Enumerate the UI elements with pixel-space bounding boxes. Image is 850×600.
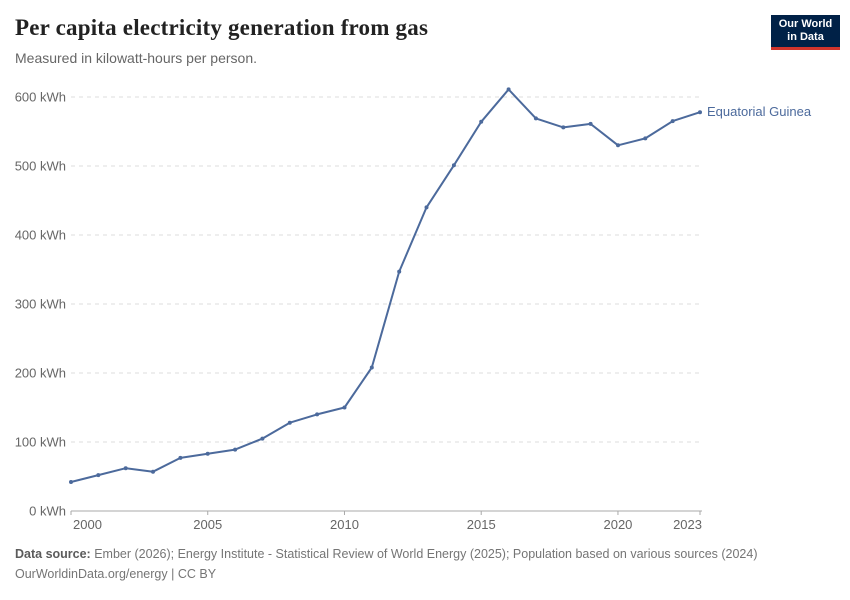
logo-line2: in Data (787, 31, 824, 43)
footer-link[interactable]: OurWorldinData.org/energy (15, 567, 168, 581)
x-tick-label-2020: 2020 (603, 517, 632, 532)
y-tick-label-200: 200 kWh (15, 366, 66, 381)
x-tick-label-2015: 2015 (467, 517, 496, 532)
logo-line1: Our World (778, 18, 833, 30)
data-point-2001[interactable] (96, 473, 101, 478)
data-point-2020[interactable] (616, 143, 620, 148)
data-point-2010[interactable] (342, 405, 347, 410)
data-point-2006[interactable] (233, 447, 238, 452)
data-source-label: Data source: (15, 547, 91, 561)
data-point-2017[interactable] (533, 116, 538, 121)
y-tick-label-400: 400 kWh (15, 228, 66, 243)
data-point-2003[interactable] (151, 469, 155, 474)
data-point-2012[interactable] (397, 269, 402, 274)
data-source-text: Ember (2026); Energy Institute - Statist… (90, 547, 758, 561)
data-point-2007[interactable] (260, 436, 265, 441)
data-point-2005[interactable] (205, 451, 210, 456)
data-source-line[interactable]: Data source: Ember (2026); Energy Instit… (15, 544, 835, 564)
data-point-2016[interactable] (506, 87, 511, 92)
owid-logo[interactable]: Our World in Data (771, 15, 840, 50)
data-point-2013[interactable] (424, 205, 429, 210)
license-text: CC BY (177, 567, 217, 581)
y-tick-label-300: 300 kWh (15, 297, 66, 312)
chart-subtitle: Measured in kilowatt-hours per person. (15, 50, 258, 66)
data-point-2000[interactable] (69, 480, 73, 484)
series-label[interactable]: Equatorial Guinea (707, 104, 812, 119)
x-tick-label-2010: 2010 (330, 517, 359, 532)
data-point-2004[interactable] (178, 455, 183, 460)
data-point-2009[interactable] (315, 412, 320, 417)
page-title: Per capita electricity generation from g… (15, 15, 429, 40)
line-series[interactable] (70, 88, 701, 483)
y-tick-label-0: 0 kWh (29, 504, 66, 519)
data-point-2023[interactable] (698, 110, 702, 115)
data-point-2008[interactable] (287, 420, 292, 425)
data-point-2002[interactable] (123, 466, 128, 471)
license-line: OurWorldinData.org/energy | CC BY (15, 564, 835, 584)
y-tick-label-100: 100 kWh (15, 435, 66, 450)
chart-canvas[interactable]: 0 kWh 100 kWh 200 kWh 300 kWh 400 kWh 500 kWh… (0, 0, 850, 545)
data-point-2021[interactable] (643, 136, 648, 141)
x-tick-label-2023: 2023 (673, 517, 702, 532)
x-tick-label-2000: 2000 (73, 517, 102, 532)
data-point-2019[interactable] (588, 121, 593, 126)
y-tick-label-600: 600 kWh (15, 90, 66, 105)
data-point-2015[interactable] (479, 119, 484, 124)
data-point-2018[interactable] (561, 125, 566, 130)
data-point-2014[interactable] (451, 163, 456, 168)
footer-separator: | (167, 567, 178, 581)
chart-footer: Data source: Ember (2026); Energy Instit… (15, 544, 835, 584)
data-point-2022[interactable] (670, 119, 675, 124)
y-tick-label-500: 500 kWh (15, 159, 66, 174)
data-point-2011[interactable] (369, 365, 374, 370)
x-tick-label-2005: 2005 (193, 517, 222, 532)
